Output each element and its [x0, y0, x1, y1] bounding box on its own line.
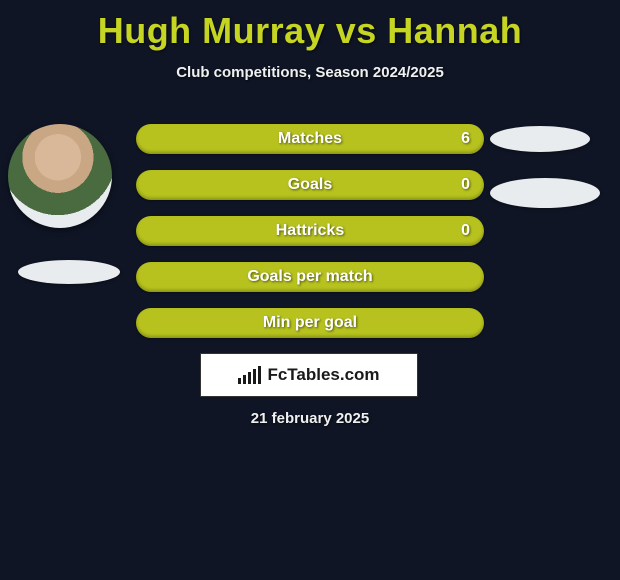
comparison-date: 21 february 2025: [0, 410, 620, 427]
stat-value: 6: [461, 130, 470, 148]
stat-row: Hattricks 0: [136, 216, 484, 246]
stat-value: 0: [461, 222, 470, 240]
stat-row: Min per goal: [136, 308, 484, 338]
stat-value: 0: [461, 176, 470, 194]
stat-label: Min per goal: [263, 314, 357, 332]
stat-row: Goals 0: [136, 170, 484, 200]
stat-label: Matches: [278, 130, 342, 148]
decor-ellipse: [18, 260, 120, 284]
decor-ellipse: [490, 178, 600, 208]
stat-row: Matches 6: [136, 124, 484, 154]
stat-label: Goals: [288, 176, 332, 194]
stat-label: Hattricks: [276, 222, 344, 240]
decor-ellipse: [490, 126, 590, 152]
stat-row: Goals per match: [136, 262, 484, 292]
source-logo: FcTables.com: [200, 353, 418, 397]
stats-container: Matches 6 Goals 0 Hattricks 0 Goals per …: [136, 124, 484, 354]
logo-bars-icon: [238, 366, 261, 384]
stat-label: Goals per match: [247, 268, 372, 286]
logo-text: FcTables.com: [267, 365, 379, 385]
comparison-subtitle: Club competitions, Season 2024/2025: [0, 64, 620, 81]
comparison-title: Hugh Murray vs Hannah: [0, 0, 620, 52]
player-left-avatar: [8, 124, 112, 228]
